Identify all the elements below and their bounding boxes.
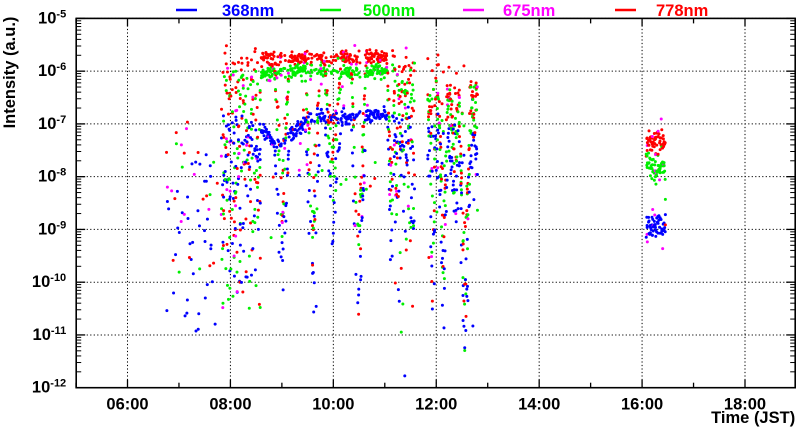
svg-text:16:00: 16:00 [621,396,663,414]
svg-text:14:00: 14:00 [518,396,560,414]
svg-text:08:00: 08:00 [209,396,251,414]
svg-text:06:00: 06:00 [106,396,148,414]
svg-text:500nm: 500nm [363,2,415,20]
svg-text:368nm: 368nm [222,2,274,20]
svg-text:778nm: 778nm [656,2,708,20]
svg-text:10:00: 10:00 [312,396,354,414]
svg-text:Time (JST): Time (JST) [711,409,795,427]
svg-text:12:00: 12:00 [415,396,457,414]
svg-text:675nm: 675nm [503,2,555,20]
svg-text:Intensity (a.u.): Intensity (a.u.) [1,17,19,129]
